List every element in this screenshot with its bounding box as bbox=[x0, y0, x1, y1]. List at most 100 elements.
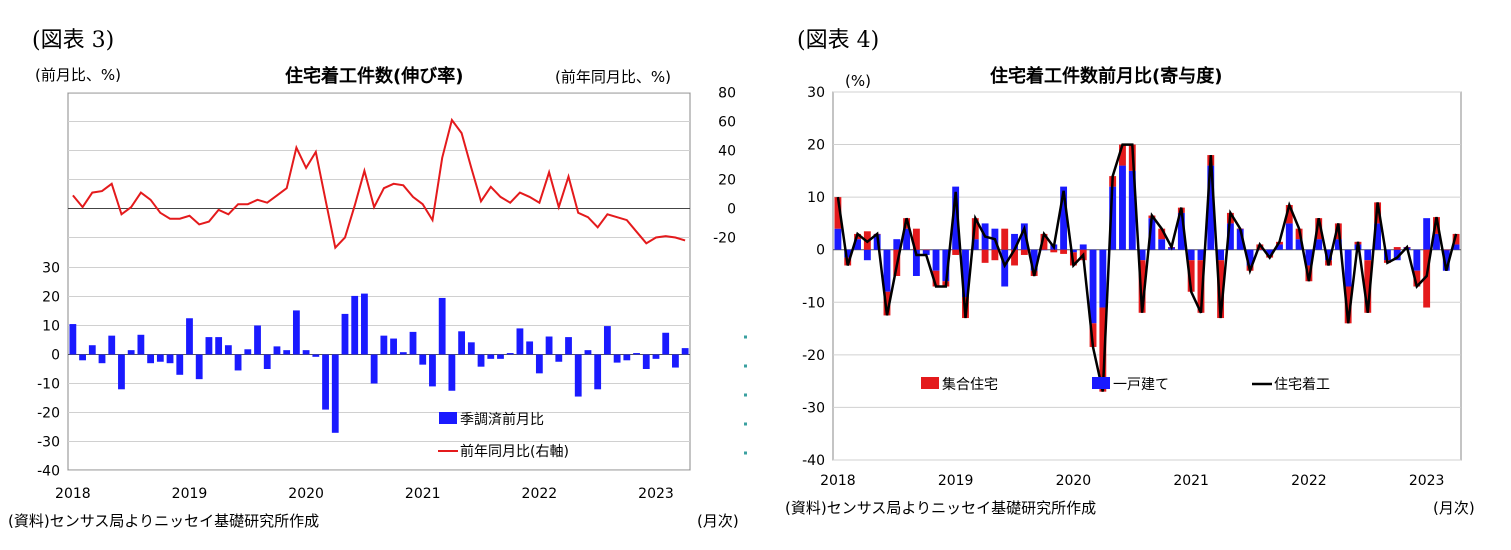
bar-multi-family bbox=[1138, 260, 1146, 313]
bar-mom bbox=[88, 345, 96, 355]
bar-multi-family bbox=[1364, 260, 1372, 313]
legend-multi-swatch bbox=[921, 377, 939, 389]
bar-mom bbox=[467, 342, 475, 355]
x-tick-label: 2023 bbox=[638, 486, 674, 502]
bar-multi-family bbox=[1020, 249, 1028, 255]
y-tick-label: 30 bbox=[807, 85, 825, 101]
bar-multi-family bbox=[932, 270, 940, 287]
bar-mom bbox=[156, 354, 164, 362]
bar-single-family bbox=[834, 228, 842, 250]
right-tick-label: 40 bbox=[718, 144, 736, 160]
bar-mom bbox=[322, 354, 329, 410]
bar-multi-family bbox=[1433, 217, 1440, 234]
bar-mom bbox=[283, 350, 291, 355]
axis-marker bbox=[744, 364, 747, 368]
plot-area bbox=[67, 92, 691, 471]
bar-single-family bbox=[844, 249, 852, 258]
bar-single-family bbox=[1256, 249, 1264, 251]
bar-mom bbox=[273, 346, 281, 355]
bar-mom bbox=[69, 324, 77, 355]
bar-single-family bbox=[952, 186, 960, 250]
bar-mom bbox=[166, 354, 174, 364]
y-tick-label: -40 bbox=[802, 453, 825, 469]
bar-multi-family bbox=[1344, 286, 1352, 324]
bar-single-family bbox=[1266, 249, 1274, 255]
bar-mom bbox=[565, 337, 572, 355]
bar-multi-family bbox=[1089, 323, 1097, 347]
bar-single-family bbox=[1442, 249, 1450, 271]
bar-mom bbox=[390, 338, 397, 355]
bar-multi-family bbox=[1099, 307, 1107, 392]
bar-multi-family bbox=[1050, 249, 1058, 253]
bar-single-family bbox=[1079, 244, 1087, 250]
bar-mom bbox=[535, 354, 543, 374]
figure-4-panel: (図表 4) (%) 住宅着工件数前月比(寄与度) (月次) (資料)センサス局… bbox=[755, 0, 1511, 550]
x-tick-label: 2020 bbox=[288, 486, 324, 502]
bar-single-family bbox=[942, 249, 950, 282]
bar-single-family bbox=[1148, 218, 1156, 250]
legend-single-swatch bbox=[1092, 377, 1110, 389]
bar-mom bbox=[79, 354, 86, 361]
bar-mom bbox=[487, 354, 495, 359]
bar-multi-family bbox=[922, 249, 930, 251]
figure-3-label: (図表 3) bbox=[32, 28, 115, 53]
bar-multi-family bbox=[1285, 205, 1293, 224]
bar-single-family bbox=[932, 249, 940, 271]
bar-single-family bbox=[854, 239, 861, 250]
y-tick-label: 10 bbox=[807, 190, 825, 206]
bar-multi-family bbox=[1040, 233, 1048, 250]
bar-mom bbox=[186, 318, 193, 355]
bar-mom bbox=[448, 354, 456, 391]
x-tick-label: 2022 bbox=[522, 486, 558, 502]
bar-multi-family bbox=[981, 249, 989, 263]
right-tick-label: 60 bbox=[718, 115, 736, 131]
bar-mom bbox=[137, 334, 145, 355]
bar-single-family bbox=[1030, 249, 1038, 271]
bar-mom bbox=[263, 354, 271, 369]
bar-multi-family bbox=[1060, 249, 1068, 254]
bar-mom bbox=[176, 354, 184, 375]
bar-mom bbox=[477, 354, 485, 367]
bar-single-family bbox=[1217, 249, 1225, 261]
bar-multi-family bbox=[1442, 249, 1450, 251]
bar-single-family bbox=[1020, 223, 1028, 250]
bar-multi-family bbox=[991, 249, 999, 261]
bar-mom bbox=[292, 310, 300, 355]
axis-marker bbox=[744, 335, 747, 339]
bar-mom bbox=[429, 354, 436, 387]
bar-single-family bbox=[903, 228, 911, 250]
line-yoy bbox=[72, 117, 686, 250]
bar-single-family bbox=[1295, 239, 1303, 250]
right-tick-label: -20 bbox=[713, 231, 736, 247]
bar-multi-family bbox=[1158, 228, 1166, 240]
bar-single-family bbox=[1344, 249, 1352, 287]
left-tick-label: 20 bbox=[42, 290, 60, 306]
bar-single-family bbox=[883, 249, 891, 292]
x-tick-label: 2021 bbox=[405, 486, 441, 502]
bar-single-family bbox=[1001, 249, 1009, 287]
bar-single-family bbox=[1423, 218, 1431, 250]
bar-single-family bbox=[1276, 244, 1283, 250]
bar-single-family bbox=[1119, 165, 1126, 250]
axis-marker bbox=[744, 393, 747, 397]
legend-total-label: 住宅着工 bbox=[1274, 377, 1330, 393]
bar-multi-family bbox=[1423, 249, 1431, 308]
source-note: (資料)センサス局よりニッセイ基礎研究所作成 bbox=[8, 512, 320, 530]
bar-single-family bbox=[1383, 249, 1391, 261]
bar-multi-family bbox=[1011, 249, 1018, 266]
bar-single-family bbox=[1207, 165, 1215, 250]
left-tick-label: 30 bbox=[42, 261, 60, 277]
bar-single-family bbox=[971, 239, 979, 250]
bar-multi-family bbox=[952, 249, 960, 255]
bar-mom bbox=[409, 331, 417, 355]
bar-mom bbox=[506, 353, 514, 355]
right-axis-unit: (前年同月比、%) bbox=[555, 68, 671, 86]
bar-mom bbox=[613, 354, 621, 363]
x-tick-label: 2020 bbox=[1056, 473, 1092, 489]
bar-single-family bbox=[1452, 244, 1460, 250]
x-tick-label: 2019 bbox=[938, 473, 974, 489]
month-unit: (月次) bbox=[1433, 499, 1475, 517]
legend-bar-swatch bbox=[439, 412, 457, 424]
bar-single-family bbox=[893, 239, 901, 250]
bar-mom bbox=[438, 297, 446, 355]
